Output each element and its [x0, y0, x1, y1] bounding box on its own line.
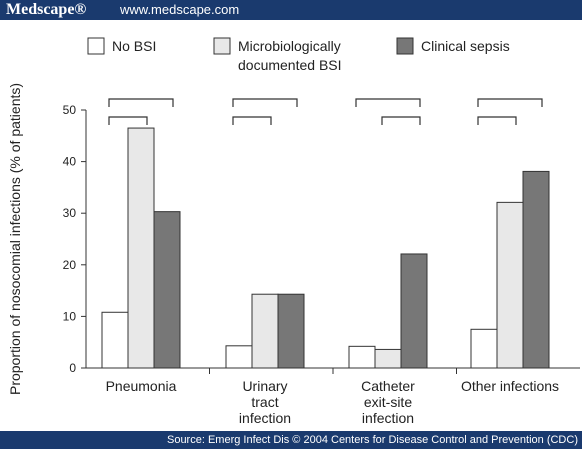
legend-label: Microbiologically — [238, 38, 341, 54]
bracket-outer — [108, 98, 174, 107]
y-tick-label: 10 — [63, 309, 77, 323]
y-tick-label: 20 — [63, 258, 77, 272]
bar-clinical-sepsis-2 — [400, 253, 428, 369]
bar-microbiologically-documented-bsi-1 — [251, 293, 279, 369]
bracket-outer — [232, 98, 298, 107]
bar-no-bsi-3 — [470, 328, 498, 369]
bar-clinical-sepsis-1 — [277, 293, 305, 369]
medscape-banner: Medscape® www.medscape.com — [0, 0, 582, 20]
y-tick-label: 50 — [63, 103, 77, 117]
bracket-inner — [381, 116, 421, 125]
x-category-label: Pneumonia — [106, 378, 177, 394]
bar-no-bsi-2 — [348, 345, 376, 369]
x-category-label: infection — [239, 410, 291, 426]
bracket-inner — [232, 116, 272, 125]
x-category-label: exit-site — [364, 394, 412, 410]
y-tick-label: 30 — [63, 206, 77, 220]
medscape-logo: Medscape® — [6, 1, 87, 18]
bar-microbiologically-documented-bsi-3 — [496, 201, 524, 369]
bar-microbiologically-documented-bsi-0 — [127, 127, 155, 369]
bar-microbiologically-documented-bsi-2 — [374, 348, 402, 369]
bar-clinical-sepsis-0 — [153, 211, 181, 369]
x-category-label: Catheter — [361, 378, 415, 394]
bar-chart: Proportion of nosocomial infections (% o… — [7, 37, 580, 426]
bracket-inner — [477, 116, 517, 125]
bar-no-bsi-0 — [101, 311, 129, 369]
x-category-label: tract — [251, 394, 278, 410]
bar-no-bsi-1 — [225, 345, 253, 369]
legend-label: Clinical sepsis — [421, 38, 510, 54]
y-tick-label: 40 — [63, 155, 77, 169]
x-category-label: Urinary — [242, 378, 287, 394]
x-category-label: infection — [362, 410, 414, 426]
bracket-outer — [355, 98, 421, 107]
legend-label: documented BSI — [238, 57, 342, 73]
y-tick-label: 0 — [69, 361, 76, 375]
legend-label: No BSI — [112, 38, 156, 54]
source-credit: Source: Emerg Infect Dis © 2004 Centers … — [166, 434, 578, 446]
x-category-label: Other infections — [461, 378, 559, 394]
medscape-url[interactable]: www.medscape.com — [120, 2, 240, 17]
source-banner: Source: Emerg Infect Dis © 2004 Centers … — [0, 431, 582, 449]
bracket-outer — [477, 98, 543, 107]
legend-swatch-no-bsi — [87, 37, 105, 55]
bracket-inner — [108, 116, 148, 125]
y-axis-title: Proportion of nosocomial infections (% o… — [7, 83, 23, 395]
bar-clinical-sepsis-3 — [522, 170, 550, 369]
legend-swatch-microbiologically-documented-bsi — [213, 37, 231, 55]
legend-swatch-clinical-sepsis — [396, 37, 414, 55]
